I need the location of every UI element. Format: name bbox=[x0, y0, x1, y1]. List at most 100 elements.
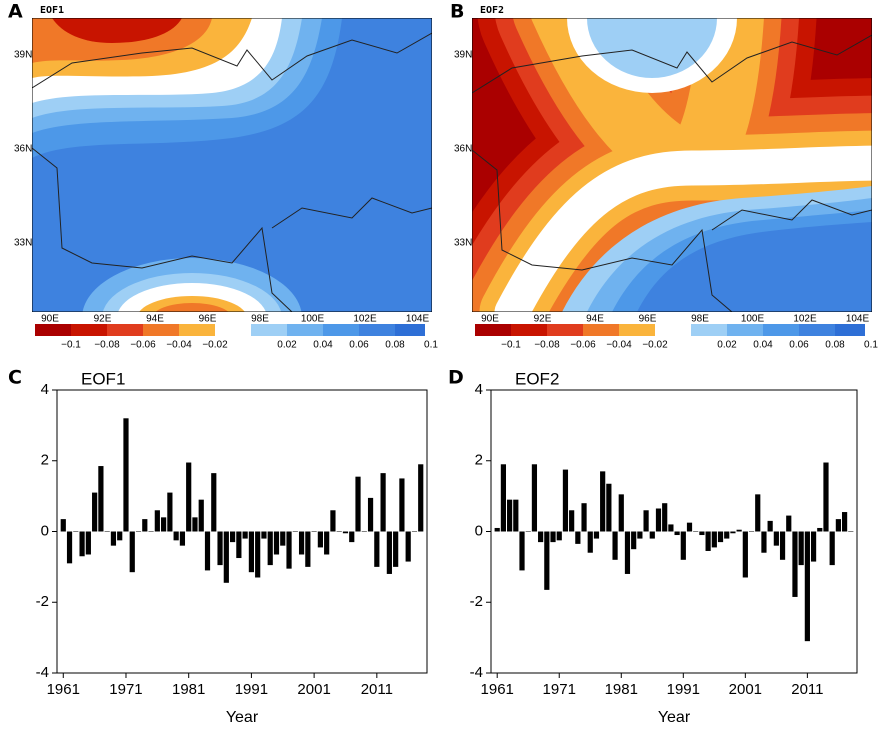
colorbar-label: −0.08 bbox=[534, 340, 560, 351]
colorbar-label: 0.04 bbox=[313, 340, 333, 351]
bar bbox=[273, 531, 280, 555]
bar bbox=[693, 531, 699, 532]
lon-label: 94E bbox=[146, 314, 164, 325]
bar bbox=[643, 510, 649, 532]
bar bbox=[380, 473, 386, 532]
panel-letter: D bbox=[448, 367, 464, 389]
x-axis-label: Year bbox=[226, 709, 259, 726]
x-tick-label: 2011 bbox=[791, 681, 823, 698]
bar bbox=[355, 476, 361, 532]
bar bbox=[198, 499, 204, 532]
bar bbox=[494, 527, 500, 532]
colorbar-label: 0.08 bbox=[825, 340, 845, 351]
bar bbox=[569, 510, 575, 532]
lon-label: 92E bbox=[534, 314, 552, 325]
bar bbox=[810, 531, 817, 562]
bar bbox=[600, 471, 606, 532]
bar bbox=[361, 531, 367, 532]
bar bbox=[779, 531, 786, 560]
bar bbox=[179, 531, 186, 546]
bar bbox=[167, 492, 173, 532]
lat-label: 33N bbox=[14, 238, 32, 249]
lon-label: 90E bbox=[41, 314, 59, 325]
bar bbox=[60, 519, 66, 532]
bar bbox=[192, 517, 198, 532]
lon-label: 100E bbox=[301, 314, 325, 325]
bar bbox=[242, 531, 248, 539]
lon-label: 100E bbox=[741, 314, 765, 325]
bar bbox=[519, 531, 525, 571]
bar bbox=[606, 483, 612, 532]
lon-label: 98E bbox=[691, 314, 709, 325]
bar bbox=[649, 531, 655, 539]
x-tick-label: 1991 bbox=[235, 681, 268, 698]
y-tick-label: 0 bbox=[475, 522, 483, 539]
bar bbox=[142, 519, 148, 532]
bar bbox=[773, 531, 779, 546]
y-tick-label: 2 bbox=[41, 452, 49, 469]
bar bbox=[154, 510, 160, 532]
bar bbox=[798, 531, 804, 566]
colorbar-a bbox=[35, 324, 425, 336]
bar bbox=[823, 462, 829, 532]
colorbar-label: 0.1 bbox=[864, 340, 878, 351]
lon-label: 104E bbox=[406, 314, 430, 325]
bar bbox=[305, 531, 311, 567]
y-tick-label: -4 bbox=[470, 664, 483, 681]
bar bbox=[848, 531, 854, 532]
colorbar-label: −0.1 bbox=[501, 340, 521, 351]
bar bbox=[292, 531, 298, 532]
bar bbox=[699, 531, 705, 536]
bar bbox=[405, 531, 411, 562]
lon-label: 94E bbox=[586, 314, 604, 325]
bar bbox=[236, 531, 242, 559]
y-tick-label: 0 bbox=[41, 522, 49, 539]
bar bbox=[730, 531, 736, 534]
lon-label: 102E bbox=[793, 314, 817, 325]
colorbar-label: −0.1 bbox=[61, 340, 81, 351]
bar bbox=[841, 512, 848, 532]
bar bbox=[298, 531, 305, 555]
lon-label: 104E bbox=[846, 314, 870, 325]
bar bbox=[217, 531, 223, 566]
bar bbox=[186, 462, 192, 532]
bar bbox=[336, 531, 342, 532]
bar bbox=[223, 531, 229, 583]
bar bbox=[624, 531, 631, 574]
bar bbox=[73, 531, 79, 532]
colorbar-label: 0.02 bbox=[717, 340, 737, 351]
bar bbox=[618, 494, 624, 532]
bar bbox=[367, 497, 374, 532]
bar bbox=[736, 529, 742, 532]
bar bbox=[393, 531, 399, 567]
bar bbox=[286, 531, 292, 569]
bar bbox=[267, 531, 273, 566]
bar bbox=[248, 531, 255, 573]
bar bbox=[631, 531, 637, 550]
bar bbox=[261, 531, 267, 539]
x-tick-label: 1971 bbox=[543, 681, 576, 698]
bar bbox=[817, 527, 823, 532]
bar bbox=[255, 531, 261, 578]
bar bbox=[418, 464, 424, 532]
bar bbox=[513, 499, 519, 532]
bar bbox=[556, 531, 562, 541]
colorbar-label: 0.1 bbox=[424, 340, 438, 351]
bar bbox=[767, 520, 773, 532]
colorbar-b bbox=[475, 324, 865, 336]
bar bbox=[173, 531, 179, 541]
x-tick-label: 2001 bbox=[729, 681, 762, 698]
bar bbox=[66, 531, 73, 564]
bar bbox=[562, 469, 569, 532]
bar bbox=[612, 531, 618, 560]
colorbar-label: 0.06 bbox=[789, 340, 809, 351]
map-a bbox=[32, 18, 432, 312]
bar bbox=[411, 531, 418, 532]
bar bbox=[531, 464, 538, 532]
bar bbox=[761, 531, 767, 553]
bar bbox=[792, 531, 798, 597]
bar bbox=[324, 531, 330, 555]
bar bbox=[92, 492, 98, 532]
bar bbox=[135, 531, 142, 532]
